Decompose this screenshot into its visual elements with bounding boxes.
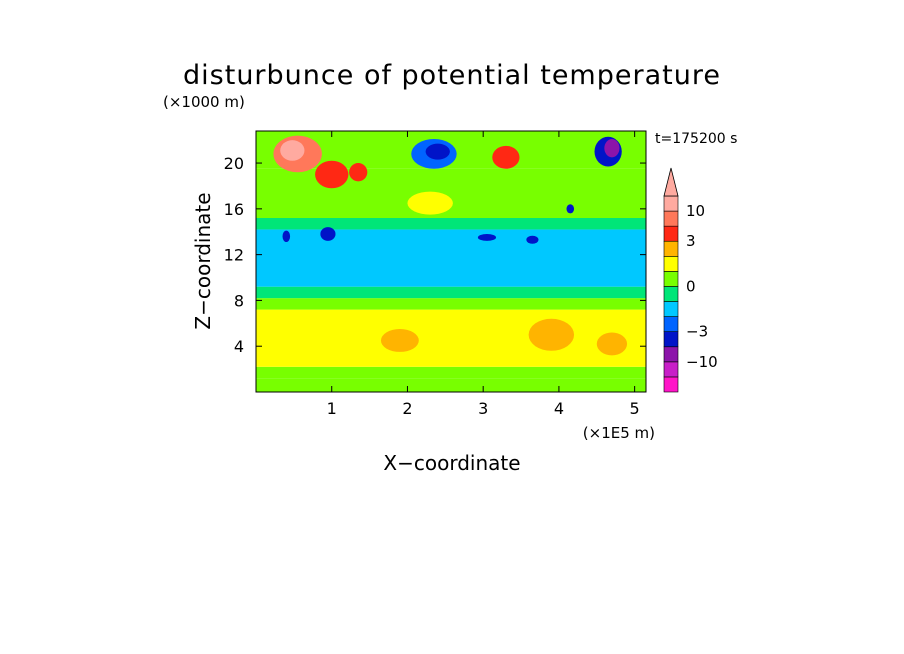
contour-anomaly-12 (477, 234, 497, 241)
contour-anomaly-8 (492, 145, 520, 169)
colorbar-segment-2 (663, 346, 679, 363)
contour-anomaly-10 (282, 230, 291, 243)
colorbar: 10 3 0 −3 −10 (663, 167, 718, 393)
contour-band-4 (256, 286, 646, 299)
contour-anomaly-16 (528, 318, 575, 351)
y-axis: 4 8 12 16 20 (224, 154, 646, 356)
contour-anomaly-17 (596, 332, 628, 356)
contour-band-7 (256, 168, 646, 218)
colorbar-segment-4 (663, 316, 679, 332)
colorbar-segment-8 (663, 256, 679, 272)
colorbar-extend-arrow (663, 167, 679, 197)
colorbar-label-0: 10 (686, 202, 705, 220)
contour-anomaly-9 (407, 191, 453, 215)
contour-band-6 (256, 218, 646, 230)
colorbar-segment-10 (663, 225, 679, 242)
contour-band-3 (256, 298, 646, 310)
contour-band-1 (256, 366, 646, 379)
contour-anomaly-13 (526, 235, 539, 244)
x-tick-label-3: 4 (554, 399, 564, 418)
y-tick-label-0: 4 (234, 337, 244, 356)
time-label: t=175200 s (655, 131, 737, 147)
colorbar-segment-7 (663, 271, 679, 287)
contour-plot (256, 131, 646, 392)
contour-band-2 (256, 309, 646, 367)
x-axis-label: X−coordinate (383, 451, 520, 475)
x-tick-label-0: 1 (327, 399, 337, 418)
y-tick-label-3: 16 (224, 200, 244, 219)
contour-anomaly-11 (320, 227, 336, 241)
contour-anomaly-2 (315, 160, 349, 189)
colorbar-label-3: −3 (686, 323, 708, 341)
chart-title: disturbunce of potential temperature (183, 60, 721, 91)
colorbar-segment-0 (663, 376, 679, 393)
colorbar-segment-12 (663, 195, 679, 212)
colorbar-segment-1 (663, 361, 679, 378)
contour-anomaly-1 (280, 140, 305, 161)
y-tick-label-1: 8 (234, 291, 244, 310)
x-tick-label-4: 5 (630, 399, 640, 418)
y-tick-label-2: 12 (224, 246, 244, 265)
contour-anomaly-5 (425, 143, 450, 160)
x-tick-label-1: 2 (402, 399, 412, 418)
contour-anomaly-3 (349, 163, 368, 182)
colorbar-segment-5 (663, 301, 679, 317)
plot-frame (255, 130, 647, 393)
colorbar-segment-3 (663, 331, 679, 348)
x-axis: 1 2 3 4 5 (327, 131, 640, 418)
y-tick-label-4: 20 (224, 154, 244, 173)
colorbar-label-2: 0 (686, 277, 696, 295)
contour-band-5 (256, 229, 646, 287)
contour-anomaly-7 (604, 139, 620, 158)
y-axis-label: Z−coordinate (191, 192, 215, 329)
y-unit-label: (×1000 m) (163, 93, 245, 111)
colorbar-segment-6 (663, 286, 679, 302)
colorbar-segment-9 (663, 240, 679, 257)
x-tick-label-2: 3 (478, 399, 488, 418)
colorbar-label-4: −10 (686, 353, 718, 371)
colorbar-label-1: 3 (686, 232, 696, 250)
contour-anomaly-14 (566, 204, 575, 214)
x-unit-label: (×1E5 m) (583, 424, 655, 442)
colorbar-segment-11 (663, 210, 679, 227)
contour-band-0 (256, 378, 646, 392)
contour-anomaly-15 (380, 329, 419, 352)
